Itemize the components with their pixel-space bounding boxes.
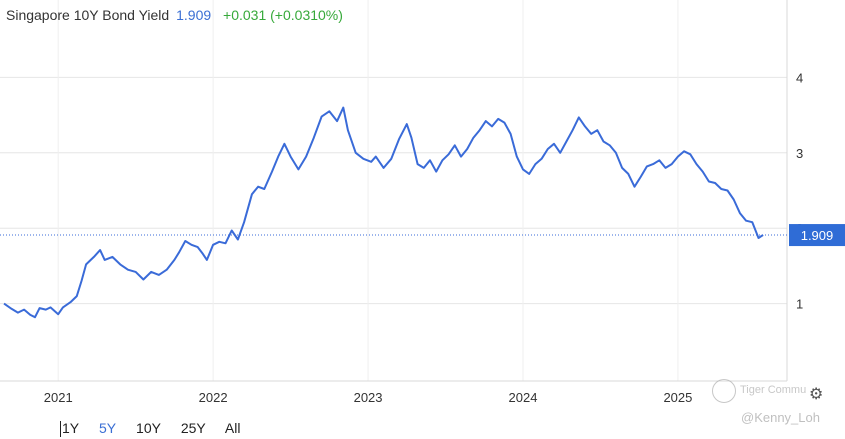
y-tick-label: 3 bbox=[796, 146, 803, 161]
watermark-handle: @Kenny_Loh bbox=[741, 410, 820, 425]
axes: 123420212022202320242025 bbox=[0, 0, 803, 405]
yield-line bbox=[3, 106, 764, 319]
x-tick-label: 2021 bbox=[44, 390, 73, 405]
y-tick-label: 4 bbox=[796, 70, 803, 85]
range-1y-button[interactable]: 1Y bbox=[62, 420, 80, 436]
current-value-label: 1.909 bbox=[801, 228, 834, 243]
watermark-text: Tiger Commu bbox=[740, 384, 807, 396]
range-10y-button[interactable]: 10Y bbox=[136, 420, 161, 436]
text-cursor bbox=[60, 421, 61, 437]
gear-icon[interactable]: ⚙ bbox=[809, 386, 824, 403]
watermark: Tiger Commu bbox=[712, 378, 822, 404]
instrument-name: Singapore 10Y Bond Yield bbox=[6, 7, 170, 23]
x-tick-label: 2024 bbox=[509, 390, 538, 405]
x-tick-label: 2023 bbox=[354, 390, 383, 405]
range-25y-button[interactable]: 25Y bbox=[180, 420, 206, 436]
current-value-marker: 1.909 bbox=[0, 224, 845, 247]
range-selector: 1Y 5Y 10Y 25Y All bbox=[62, 420, 256, 436]
instrument-price: 1.909 bbox=[176, 7, 212, 23]
series-layer bbox=[3, 106, 764, 319]
x-tick-label: 2022 bbox=[199, 390, 228, 405]
y-tick-label: 1 bbox=[796, 297, 803, 312]
chart-header: Singapore 10Y Bond Yield 1.909 +0.031 (+… bbox=[6, 7, 343, 23]
instrument-change: +0.031 (+0.0310%) bbox=[223, 7, 343, 23]
grid-lines bbox=[0, 0, 787, 381]
tiger-logo-icon bbox=[712, 379, 736, 403]
range-5y-button[interactable]: 5Y bbox=[99, 420, 117, 436]
range-all-button[interactable]: All bbox=[224, 420, 241, 436]
current-value-badge bbox=[789, 224, 845, 247]
x-tick-label: 2025 bbox=[663, 390, 692, 405]
